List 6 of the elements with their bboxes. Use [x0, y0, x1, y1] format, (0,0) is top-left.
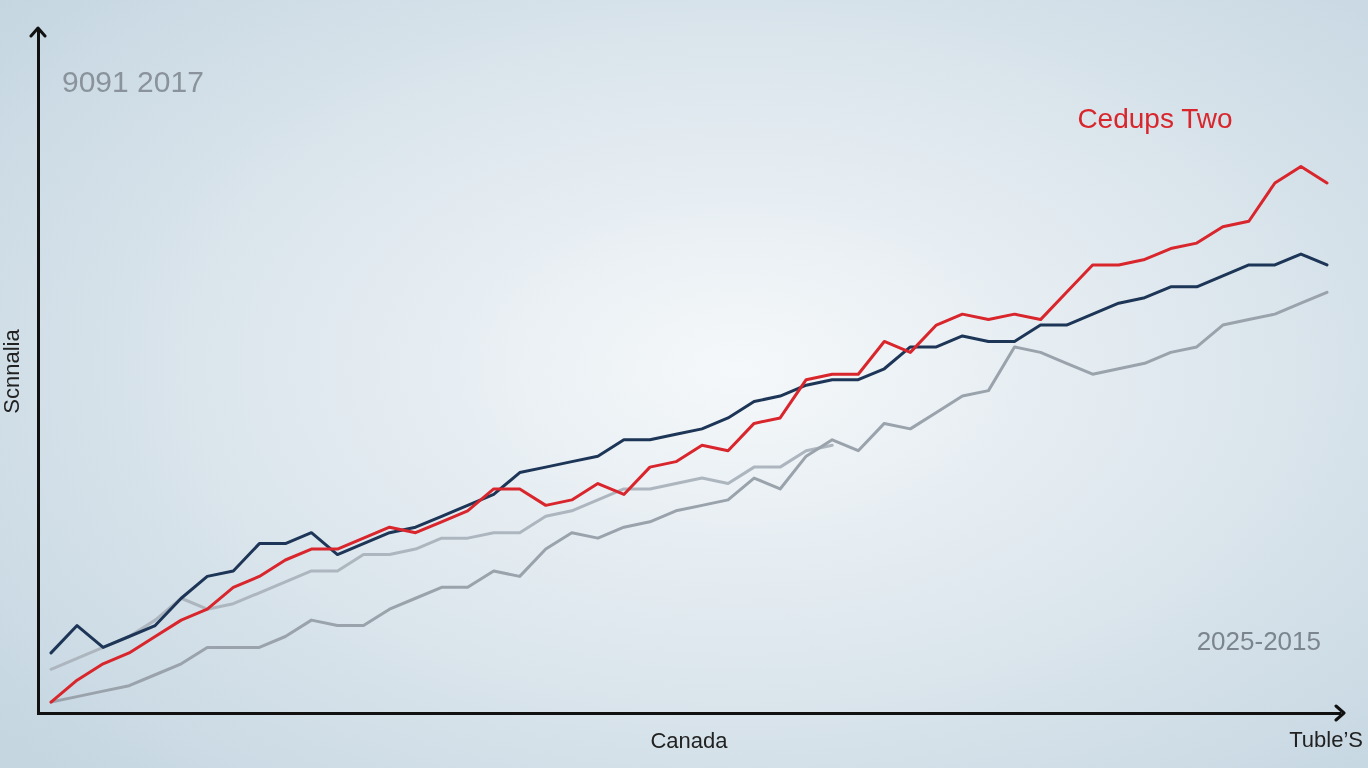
- text: 9091 2017: [62, 65, 204, 99]
- x-axis-title: Canada: [650, 727, 729, 753]
- y-axis-title: Scnnalia: [0, 328, 25, 414]
- text: Tuble’S: [1289, 727, 1363, 753]
- text: Cedups Two: [1077, 103, 1233, 135]
- annotation: 2025-2015: [1196, 626, 1321, 657]
